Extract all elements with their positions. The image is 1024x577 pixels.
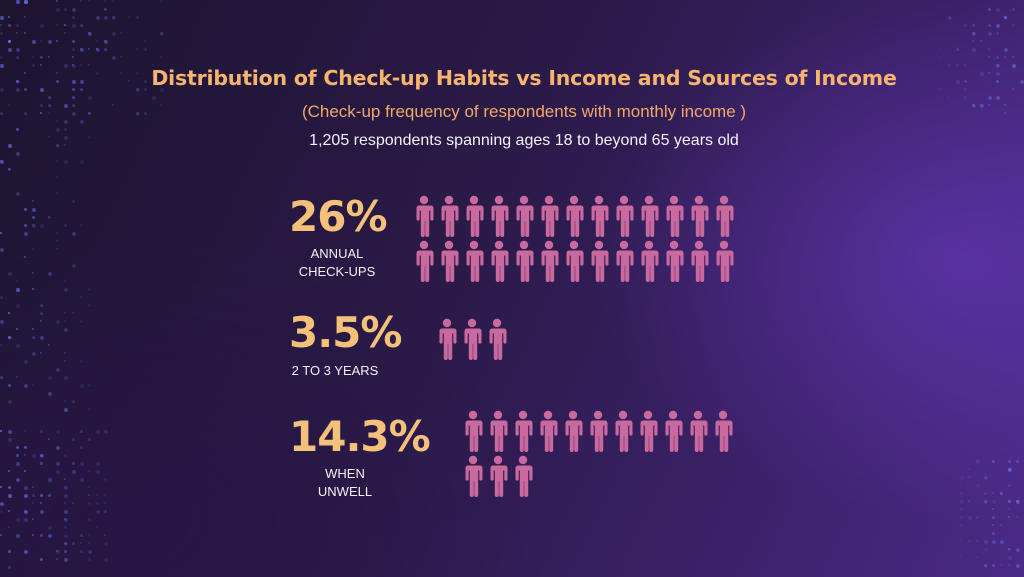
person-icon xyxy=(462,455,484,497)
person-icon xyxy=(512,455,534,497)
value-label-2-3-years: 3.5% xyxy=(289,308,402,357)
chart-subtitle: (Check-up frequency of respondents with … xyxy=(301,102,747,121)
person-icon xyxy=(688,240,710,282)
person-icon xyxy=(612,410,634,452)
person-icon xyxy=(537,410,559,452)
person-icon xyxy=(538,195,560,237)
person-icon xyxy=(587,410,609,452)
person-icon xyxy=(663,195,685,237)
category-label-2-3-years: 2 TO 3 YEARS xyxy=(291,363,379,378)
person-icon xyxy=(687,410,709,452)
person-icon xyxy=(488,240,510,282)
person-icon xyxy=(713,195,735,237)
person-icon xyxy=(512,410,534,452)
person-icon xyxy=(688,195,710,237)
person-icon xyxy=(713,240,735,282)
person-icon xyxy=(486,318,508,360)
person-icon xyxy=(562,410,584,452)
person-icon xyxy=(487,410,509,452)
person-icon xyxy=(563,195,585,237)
person-icon xyxy=(663,240,685,282)
person-icon xyxy=(712,410,734,452)
person-icon xyxy=(637,410,659,452)
person-icon xyxy=(463,240,485,282)
person-icon xyxy=(413,240,435,282)
person-icon xyxy=(513,195,535,237)
person-icon xyxy=(613,240,635,282)
value-label-annual: 26% xyxy=(289,192,388,241)
person-icon xyxy=(462,410,484,452)
person-icon xyxy=(638,240,660,282)
category-label-annual: ANNUAL CHECK-UPS xyxy=(298,246,376,279)
person-icon xyxy=(613,195,635,237)
value-label-when-unwell: 14.3% xyxy=(289,412,431,461)
person-icon xyxy=(488,195,510,237)
person-icon xyxy=(662,410,684,452)
person-icon xyxy=(438,240,460,282)
person-icon xyxy=(413,195,435,237)
person-icon xyxy=(638,195,660,237)
person-icon xyxy=(438,195,460,237)
person-icon xyxy=(588,195,610,237)
person-icon xyxy=(461,318,483,360)
respondents-note: 1,205 respondents spanning ages 18 to be… xyxy=(309,132,739,149)
chart-title: Distribution of Check-up Habits vs Incom… xyxy=(151,66,897,90)
person-icon xyxy=(588,240,610,282)
person-icon xyxy=(487,455,509,497)
person-icon xyxy=(463,195,485,237)
person-icon xyxy=(436,318,458,360)
person-icon xyxy=(563,240,585,282)
person-icon xyxy=(513,240,535,282)
person-icon xyxy=(538,240,560,282)
category-label-when-unwell: WHEN UNWELL xyxy=(317,466,373,499)
